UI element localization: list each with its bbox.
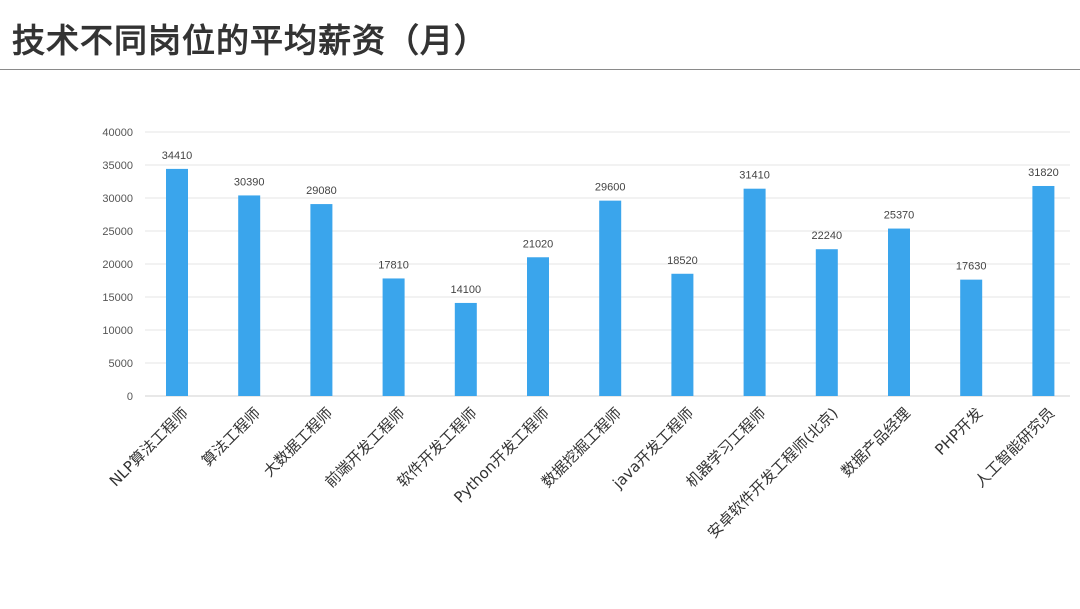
y-axis-ticks: 0 5000 10000 15000 20000 25000 30000 35000 40000 [102,127,133,403]
data-label: 29600 [595,182,626,194]
y-tick-label: 5000 [109,358,133,370]
y-tick-label: 10000 [102,325,133,337]
bar [454,302,477,396]
bar [527,257,549,396]
bar [599,200,622,396]
x-tick-label: 大数据工程师 [260,404,336,480]
data-label: 17810 [378,259,409,271]
x-tick-label: NLP算法工程师 [106,404,192,490]
data-label: 18520 [667,255,698,267]
data-label: 21020 [523,238,554,250]
x-tick-label: 安卓软件开发工程师(北京) [704,404,842,542]
bar [960,279,983,396]
bar [815,249,838,396]
bar [166,168,188,396]
data-label: 31410 [739,170,770,182]
y-tick-label: 30000 [102,193,133,205]
data-label: 17630 [956,261,987,273]
data-label: 14100 [451,284,482,296]
x-axis-categories: NLP算法工程师 算法工程师大数据工程师前端开发工程师软件开发工程师Python开… [106,404,1058,542]
data-label: 25370 [884,210,915,222]
grid-lines [145,131,1070,397]
bar [743,188,766,396]
x-tick-label: 数据产品经理 [837,404,913,480]
y-tick-label: 20000 [102,259,133,271]
bars [166,168,1055,396]
y-tick-label: 15000 [102,292,133,304]
data-label: 22240 [812,230,843,242]
y-tick-label: 0 [127,391,133,403]
data-label: 29080 [306,185,337,197]
data-label: 31820 [1028,167,1059,179]
page-title: 技术不同岗位的平均薪资（月） [12,21,488,60]
bar [310,204,333,396]
data-label: 30390 [234,176,265,188]
bar [1032,185,1055,396]
x-tick-label: 算法工程师 [198,404,264,470]
bar [888,228,910,396]
title-divider [0,69,1080,70]
data-labels: 34410 30390 29080 17810 14100 21020 29600 18520… [162,150,1059,296]
x-tick-label: PHP开发 [931,404,986,459]
bar [382,278,405,396]
y-tick-label: 35000 [102,160,133,172]
y-tick-label: 40000 [102,127,133,139]
y-tick-label: 25000 [102,226,133,238]
data-label: 34410 [162,150,193,162]
bar [671,273,694,396]
bar [238,195,261,396]
